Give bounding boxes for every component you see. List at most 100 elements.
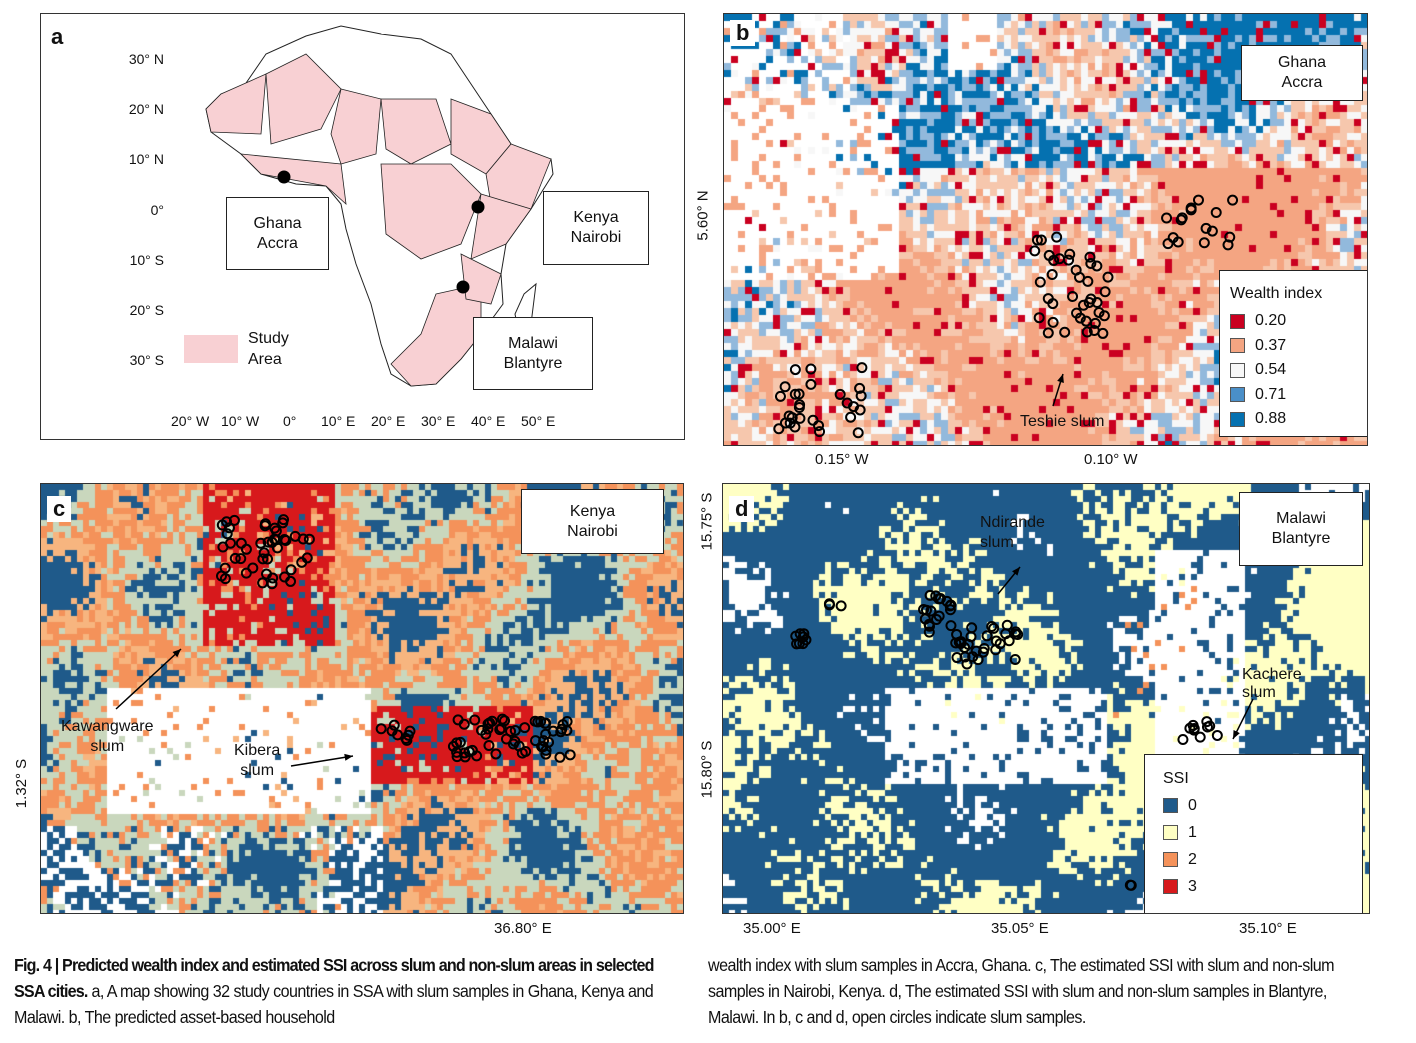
latitude-label: 20° S xyxy=(129,302,164,318)
slum-sample-circle xyxy=(1099,286,1111,298)
city-location-dot xyxy=(471,200,485,214)
slum-sample-circle xyxy=(773,423,785,435)
panel-a-africa-map: a 30° N 20° N 10° N 0° 10° S 20° S 30° S 20° W 1… xyxy=(40,13,685,440)
slum-sample-circle xyxy=(1051,231,1063,243)
slum-sample-circle xyxy=(494,724,506,736)
slum-sample-circle xyxy=(507,738,519,750)
country-label: Ghana xyxy=(253,214,302,232)
slum-sample-circle xyxy=(1085,258,1097,270)
slum-samples-overlay xyxy=(773,194,1239,439)
city-label: Blantyre xyxy=(503,354,563,372)
slum-sample-circle xyxy=(469,714,481,726)
slum-sample-circle xyxy=(240,567,252,579)
slum-sample-circle xyxy=(981,630,993,642)
legend-swatch xyxy=(1230,411,1245,427)
legend-item: 2 xyxy=(1163,846,1362,873)
slum-sample-circle xyxy=(1064,248,1076,260)
legend-swatch xyxy=(1163,825,1178,840)
slum-sample-circle xyxy=(240,543,252,555)
slum-sample-circle xyxy=(519,722,531,734)
study-area-swatch xyxy=(184,335,238,363)
slum-sample-circle xyxy=(986,621,998,633)
slum-sample-circle xyxy=(794,412,806,424)
slum-sample-circle xyxy=(779,381,791,393)
slum-sample-circle xyxy=(1210,206,1222,218)
slum-sample-circle xyxy=(856,362,868,374)
teshie-slum-label: Teshie slum xyxy=(1020,413,1105,430)
slum-sample-circle xyxy=(1198,237,1210,249)
longitude-label: 30° E xyxy=(421,413,456,429)
legend-swatch xyxy=(1163,879,1178,894)
legend-swatch xyxy=(1163,852,1178,867)
slum-sample-circle xyxy=(779,417,791,429)
slum-sample-circle xyxy=(951,652,963,664)
study-country xyxy=(205,73,267,135)
legend-item: 0.88 xyxy=(1230,407,1367,432)
arrow-head xyxy=(1012,567,1020,576)
slum-sample-circle xyxy=(944,600,956,612)
legend-item: 3 xyxy=(1163,873,1362,900)
legend-item: 0.54 xyxy=(1230,358,1367,383)
wealth-index-legend: Wealth index 0.20 0.37 0.54 0.71 0.88 xyxy=(1219,270,1367,437)
longitude-label: 10° W xyxy=(221,413,260,429)
slum-sample-circle xyxy=(495,722,507,734)
legend-item: 0.37 xyxy=(1230,334,1367,359)
label-box-malawi-blantyre: Malawi Blantyre xyxy=(1239,492,1363,566)
slum-sample-circle xyxy=(1088,325,1100,337)
legend-label: 0.71 xyxy=(1255,385,1287,403)
slum-sample-circle xyxy=(1042,327,1054,339)
x-axis-label: 0.15° W xyxy=(815,451,869,468)
legend-label: 0.88 xyxy=(1255,410,1287,428)
slum-sample-circle xyxy=(990,635,1002,647)
slum-sample-circle xyxy=(923,626,935,638)
slum-sample-circle xyxy=(1059,326,1071,338)
slum-sample-circle xyxy=(401,734,413,746)
slum-sample-circle xyxy=(219,573,231,585)
slum-sample-circle xyxy=(1078,299,1090,311)
legend-label: 0.20 xyxy=(1255,312,1287,330)
slum-sample-circle xyxy=(539,717,551,729)
slum-sample-circle xyxy=(934,593,946,605)
slum-sample-circle xyxy=(447,740,459,752)
latitude-label: 0° xyxy=(150,201,164,218)
slum-sample-circle xyxy=(480,728,492,740)
slum-sample-circle xyxy=(1082,275,1094,287)
latitude-label: 30° S xyxy=(129,352,164,369)
x-axis-label: 35.10° E xyxy=(1239,920,1297,937)
slum-sample-circle xyxy=(805,363,817,375)
study-country xyxy=(239,153,347,206)
slum-sample-circle xyxy=(561,715,573,727)
slum-sample-circle xyxy=(1192,194,1204,206)
slum-sample-circle xyxy=(285,564,297,576)
slum-sample-circle xyxy=(270,525,282,537)
slum-sample-circle xyxy=(924,589,936,601)
slum-sample-circle xyxy=(823,598,835,610)
slum-sample-circle xyxy=(789,364,801,376)
slum-sample-circle xyxy=(1093,306,1105,318)
legend-swatch xyxy=(1163,798,1178,813)
slum-sample-circle xyxy=(458,718,470,730)
slum-sample-circle xyxy=(388,719,400,731)
slum-sample-circle xyxy=(1098,310,1110,322)
legend-swatch xyxy=(1230,387,1245,403)
slum-sample-circle xyxy=(1074,312,1086,324)
slum-sample-circle xyxy=(1102,271,1114,283)
slum-sample-circle xyxy=(490,748,502,760)
slum-sample-circle xyxy=(925,605,937,617)
kachere-slum-label: Kachere slum xyxy=(1242,666,1302,701)
legend-label: 0.54 xyxy=(1255,361,1287,379)
study-country xyxy=(330,88,382,165)
slum-sample-circle xyxy=(1125,879,1137,891)
slum-sample-circle xyxy=(529,735,541,747)
slum-sample-circle xyxy=(805,378,817,390)
slum-sample-circle xyxy=(267,572,279,584)
slum-sample-circle xyxy=(223,522,235,534)
slum-sample-circle xyxy=(258,547,270,559)
slum-sample-circle xyxy=(266,578,278,590)
slum-sample-circle xyxy=(813,420,825,432)
kawangware-slum-label: Kawangware slum xyxy=(61,718,154,755)
longitude-label: 50° E xyxy=(521,413,556,429)
legend-label: 0.37 xyxy=(1255,336,1287,354)
slum-sample-circle xyxy=(247,562,259,574)
slum-sample-circle xyxy=(386,725,398,737)
